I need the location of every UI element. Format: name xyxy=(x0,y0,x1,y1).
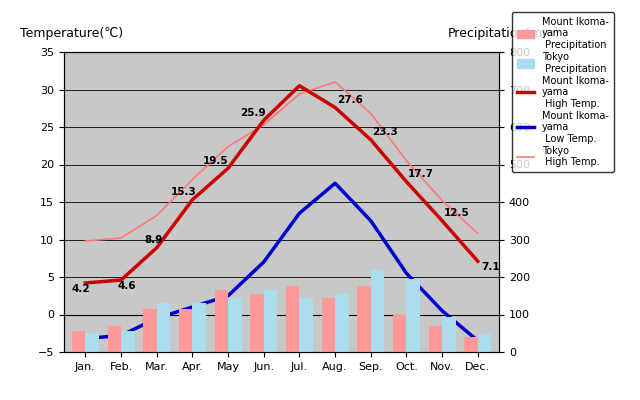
Bar xyxy=(357,286,371,352)
Bar xyxy=(371,270,385,352)
Text: Temperature(℃): Temperature(℃) xyxy=(20,27,124,40)
Bar xyxy=(442,317,456,352)
Bar xyxy=(157,303,170,352)
Text: 4.2: 4.2 xyxy=(71,284,90,294)
Bar xyxy=(393,314,406,352)
Bar xyxy=(214,290,228,352)
Text: 7.1: 7.1 xyxy=(481,262,500,272)
Bar xyxy=(406,279,420,352)
Bar xyxy=(121,331,134,352)
Bar xyxy=(478,334,492,352)
Bar xyxy=(321,298,335,352)
Text: 19.5: 19.5 xyxy=(203,156,228,166)
Bar xyxy=(228,298,242,352)
Bar xyxy=(286,286,300,352)
Text: 25.9: 25.9 xyxy=(241,108,266,118)
Text: 4.6: 4.6 xyxy=(118,281,136,291)
Bar xyxy=(179,309,193,352)
Bar xyxy=(193,303,206,352)
Text: 12.5: 12.5 xyxy=(444,208,470,218)
Bar xyxy=(108,326,121,352)
Text: 15.3: 15.3 xyxy=(171,187,196,197)
Bar xyxy=(464,337,478,352)
Bar xyxy=(264,290,277,352)
Bar xyxy=(300,298,313,352)
Bar xyxy=(143,309,157,352)
Bar xyxy=(250,294,264,352)
Text: 8.9: 8.9 xyxy=(144,235,163,245)
Bar xyxy=(72,331,85,352)
Bar xyxy=(429,326,442,352)
Text: 17.7: 17.7 xyxy=(408,169,434,179)
Text: Precipitation(mm): Precipitation(mm) xyxy=(448,27,560,40)
Legend: Mount Ikoma-
yama
 Precipitation, Tokyo
 Precipitation, Mount Ikoma-
yama
 High : Mount Ikoma- yama Precipitation, Tokyo P… xyxy=(512,12,614,172)
Bar xyxy=(85,332,99,352)
Text: 27.6: 27.6 xyxy=(337,95,363,105)
Bar xyxy=(335,294,349,352)
Text: 23.3: 23.3 xyxy=(372,127,398,137)
